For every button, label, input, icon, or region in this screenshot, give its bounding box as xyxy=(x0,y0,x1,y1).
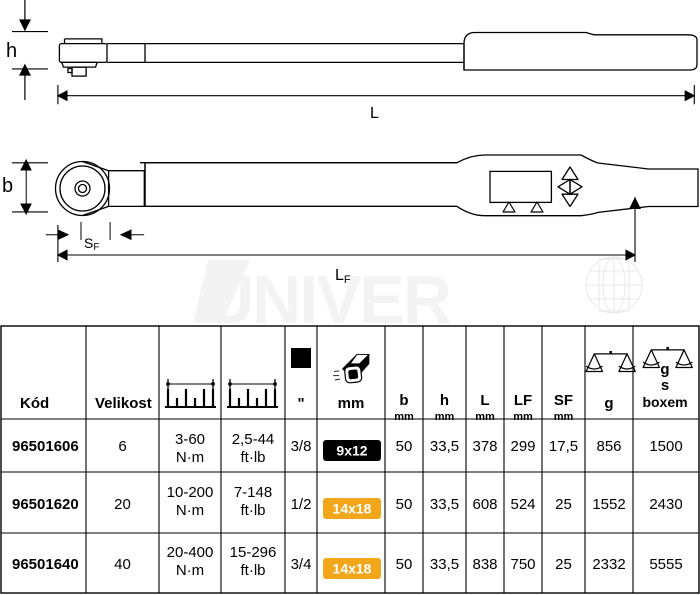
svg-text:ft·lb: ft·lb xyxy=(240,449,265,466)
svg-text:b: b xyxy=(2,175,13,197)
svg-text:378: 378 xyxy=(472,438,497,455)
svg-text:20-400: 20-400 xyxy=(167,544,214,561)
svg-text:mm: mm xyxy=(513,411,533,423)
svg-text:N·m: N·m xyxy=(176,502,204,519)
svg-text:3-60: 3-60 xyxy=(175,431,205,448)
svg-text:mm: mm xyxy=(475,411,495,423)
svg-text:838: 838 xyxy=(472,556,497,573)
svg-text:mm: mm xyxy=(394,411,414,423)
svg-text:299: 299 xyxy=(510,438,535,455)
svg-text:SF: SF xyxy=(554,392,573,409)
svg-text:LF: LF xyxy=(514,392,532,409)
svg-text:Velikost: Velikost xyxy=(95,395,152,412)
svg-text:3/4: 3/4 xyxy=(291,556,312,573)
svg-text:2,5-44: 2,5-44 xyxy=(232,431,275,448)
svg-text:17,5: 17,5 xyxy=(549,438,578,455)
svg-text:g: g xyxy=(660,361,669,378)
svg-text:h: h xyxy=(440,392,449,409)
svg-text:6: 6 xyxy=(118,438,126,455)
svg-text:b: b xyxy=(399,392,408,409)
svg-text:1/2: 1/2 xyxy=(291,496,312,513)
svg-text:boxem: boxem xyxy=(642,394,687,410)
svg-text:33,5: 33,5 xyxy=(430,438,459,455)
svg-text:524: 524 xyxy=(510,496,535,513)
svg-text:5555: 5555 xyxy=(649,556,682,573)
svg-text:15-296: 15-296 xyxy=(230,544,277,561)
svg-text:96501620: 96501620 xyxy=(12,496,79,513)
svg-text:2430: 2430 xyxy=(649,496,682,513)
svg-text:N·m: N·m xyxy=(176,449,204,466)
svg-text:h: h xyxy=(6,40,17,62)
svg-text:10-200: 10-200 xyxy=(167,484,214,501)
svg-text:14x18: 14x18 xyxy=(333,501,372,517)
svg-text:25: 25 xyxy=(555,496,572,513)
svg-text:s: s xyxy=(661,377,669,394)
svg-text:96501640: 96501640 xyxy=(12,556,79,573)
svg-text:7-148: 7-148 xyxy=(234,484,272,501)
svg-text:33,5: 33,5 xyxy=(430,556,459,573)
svg-text:3/8: 3/8 xyxy=(291,438,312,455)
svg-text:9x12: 9x12 xyxy=(336,443,367,459)
svg-text:608: 608 xyxy=(472,496,497,513)
svg-text:ft·lb: ft·lb xyxy=(240,502,265,519)
svg-text:mm: mm xyxy=(338,395,365,412)
svg-text:N·m: N·m xyxy=(176,562,204,579)
svg-text:g: g xyxy=(604,395,613,412)
svg-text:L: L xyxy=(370,105,379,122)
svg-text:L: L xyxy=(480,392,489,409)
svg-text:": " xyxy=(297,395,304,412)
svg-text:25: 25 xyxy=(555,556,572,573)
svg-text:96501606: 96501606 xyxy=(12,438,79,455)
svg-text:1552: 1552 xyxy=(592,496,625,513)
svg-text:856: 856 xyxy=(596,438,621,455)
svg-text:40: 40 xyxy=(114,556,131,573)
svg-text:mm: mm xyxy=(435,411,455,423)
svg-text:14x18: 14x18 xyxy=(333,561,372,577)
svg-text:50: 50 xyxy=(396,438,413,455)
svg-text:20: 20 xyxy=(114,496,131,513)
svg-text:2332: 2332 xyxy=(592,556,625,573)
svg-text:750: 750 xyxy=(510,556,535,573)
svg-text:Kód: Kód xyxy=(20,395,49,412)
svg-text:33,5: 33,5 xyxy=(430,496,459,513)
svg-text:50: 50 xyxy=(396,556,413,573)
svg-text:mm: mm xyxy=(554,411,574,423)
svg-text:50: 50 xyxy=(396,496,413,513)
svg-text:1500: 1500 xyxy=(649,438,682,455)
svg-text:ft·lb: ft·lb xyxy=(240,562,265,579)
